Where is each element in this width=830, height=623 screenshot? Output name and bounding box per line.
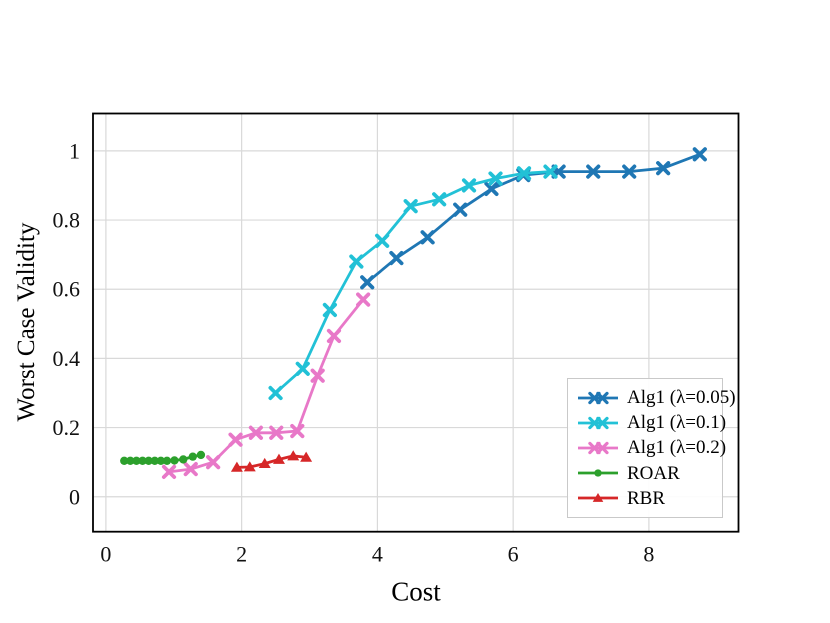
legend-label: Alg1 (λ=0.1) bbox=[627, 412, 727, 434]
legend-item: ROAR bbox=[576, 464, 716, 483]
x-tick-label: 0 bbox=[100, 542, 111, 567]
x-tick-label: 2 bbox=[236, 542, 247, 567]
y-axis-label: Worst Case Validity bbox=[13, 222, 40, 422]
series-alg1-0.05- bbox=[360, 147, 707, 290]
series-rbr bbox=[230, 450, 313, 472]
legend-item: Alg1 (λ=0.2) bbox=[576, 438, 726, 457]
legend-label: Alg1 (λ=0.05) bbox=[627, 387, 736, 409]
legend-label: Alg1 (λ=0.2) bbox=[627, 437, 727, 459]
y-tick-label: 1 bbox=[69, 138, 80, 163]
y-tick-label: 0.4 bbox=[53, 346, 81, 371]
y-tick-label: 0 bbox=[69, 484, 80, 509]
legend-label: ROAR bbox=[627, 462, 680, 484]
series-alg1-0.2- bbox=[161, 292, 371, 479]
x-axis-label: Cost bbox=[391, 576, 441, 607]
x-tick-label: 4 bbox=[372, 542, 383, 567]
legend-item: Alg1 (λ=0.1) bbox=[576, 413, 726, 432]
gridlines bbox=[93, 113, 739, 532]
plot-frame bbox=[92, 112, 740, 533]
legend-line-sample bbox=[578, 469, 618, 477]
y-tick-label: 0.6 bbox=[53, 277, 81, 302]
y-tick-label: 0.2 bbox=[53, 415, 81, 440]
legend-line-sample bbox=[578, 416, 618, 430]
tick-labels: 0 2 4 6 8 0 0.2 0.4 0.6 0.8 1 bbox=[53, 138, 655, 566]
legend-line-sample bbox=[578, 493, 618, 503]
x-tick-label: 8 bbox=[643, 542, 654, 567]
legend-line-sample bbox=[578, 391, 618, 404]
x-tick-label: 6 bbox=[508, 542, 519, 567]
legend-line-sample bbox=[578, 441, 618, 455]
legend-label: RBR bbox=[627, 487, 666, 509]
y-tick-label: 0.8 bbox=[53, 208, 81, 233]
series-alg1-0.1- bbox=[268, 164, 558, 401]
legend-item: Alg1 (λ=0.05) bbox=[576, 388, 736, 407]
legend-item: RBR bbox=[576, 489, 716, 508]
series-roar bbox=[120, 450, 206, 465]
legend: Alg1 (λ=0.05) Alg1 (λ=0.1) Alg1 (λ=0.2) ROA… bbox=[567, 378, 736, 518]
